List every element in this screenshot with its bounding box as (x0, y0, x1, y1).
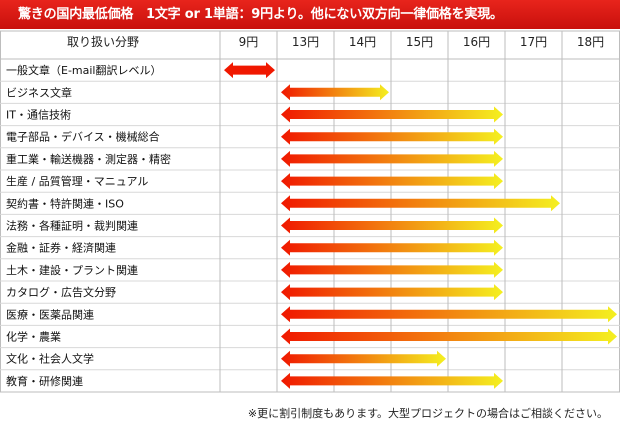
price-tick-label: 9円 (239, 35, 259, 49)
price-range-arrow (281, 84, 389, 101)
price-range-arrow (281, 261, 503, 278)
price-range-arrow (281, 239, 503, 256)
category-label: ビジネス文章 (6, 85, 72, 99)
category-label: 化学・農業 (6, 330, 61, 344)
category-label: 医療・医薬品関連 (6, 307, 94, 321)
category-label: 金融・証券・経済関連 (6, 241, 116, 255)
price-arrows (224, 62, 617, 389)
category-label: 法務・各種証明・裁判関連 (6, 219, 138, 233)
category-label: カタログ・広告文分野 (6, 285, 116, 299)
category-label: 重工業・輸送機器・測定器・精密 (6, 152, 171, 166)
price-range-arrow (281, 328, 617, 345)
price-range-arrow (281, 150, 503, 167)
category-label: 電子部品・デバイス・機械総合 (6, 130, 160, 144)
price-tick-label: 17円 (520, 35, 547, 49)
price-tick-label: 16円 (463, 35, 490, 49)
price-header-row: 9円 13円 14円 15円 16円 17円 18円 (239, 35, 604, 49)
price-tick-label: 13円 (292, 35, 319, 49)
header-banner: 驚きの国内最低価格 1文字 or 1単語：9円より。他にない双方向一律価格を実現… (0, 0, 620, 29)
price-tick-label: 18円 (577, 35, 604, 49)
category-label: 生産 / 品質管理・マニュアル (6, 174, 148, 188)
category-label: 教育・研修関連 (6, 374, 83, 388)
price-range-arrow (281, 217, 503, 234)
price-tick-label: 14円 (349, 35, 376, 49)
price-range-arrow (281, 106, 503, 123)
price-range-arrow (281, 173, 503, 190)
column-header-field: 取り扱い分野 (67, 35, 139, 49)
price-range-arrow (224, 62, 275, 79)
category-label: 土木・建設・プラント関連 (6, 263, 138, 277)
price-range-arrow (281, 284, 503, 301)
price-range-arrow (281, 372, 503, 389)
price-range-arrow (281, 128, 503, 145)
category-label: 一般文章（E-mail翻訳レベル） (6, 63, 162, 77)
category-label: 文化・社会人文学 (6, 352, 94, 366)
price-range-arrow (281, 350, 446, 367)
price-tick-label: 15円 (406, 35, 433, 49)
price-range-arrow (281, 195, 560, 212)
price-range-arrow (281, 306, 617, 323)
footnote: ※更に割引制度もあります。大型プロジェクトの場合はご相談ください。 (247, 407, 608, 420)
category-rows: 一般文章（E-mail翻訳レベル） ビジネス文章 IT・通信技術電子部品・デバイス・… (6, 63, 171, 388)
category-label: IT・通信技術 (6, 109, 71, 122)
category-label: 契約書・特許関連・ISO (6, 196, 124, 210)
